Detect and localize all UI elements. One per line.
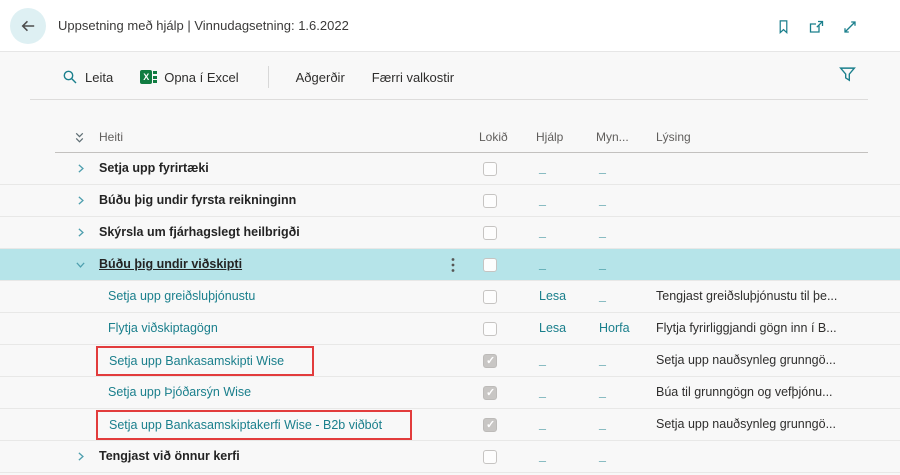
chevron-right-icon[interactable] xyxy=(74,449,87,464)
help-value: _ xyxy=(539,385,546,399)
video-value: _ xyxy=(599,161,606,175)
task-link[interactable]: Setja upp greiðsluþjónustu xyxy=(108,289,256,303)
group-row-name[interactable]: Tengjast við önnur kerfi xyxy=(99,449,240,463)
search-icon xyxy=(62,69,78,85)
table-row[interactable]: Setja upp greiðsluþjónustu Lesa _ Tengja… xyxy=(0,281,900,313)
description-cell: Tengjast greiðsluþjónustu til þe... xyxy=(656,289,838,303)
help-value: _ xyxy=(539,161,546,175)
column-header-name[interactable]: Heiti xyxy=(99,130,124,144)
chevron-right-icon[interactable] xyxy=(74,193,87,208)
help-link[interactable]: Lesa xyxy=(539,321,567,335)
done-checkbox xyxy=(483,418,497,432)
filter-funnel-icon xyxy=(839,66,856,83)
table-row[interactable]: Flytja viðskiptagögn Lesa Horfa Flytja f… xyxy=(0,313,900,345)
actions-label: Aðgerðir xyxy=(295,69,345,85)
table-row[interactable]: Skýrsla um fjárhagslegt heilbrigði _ _ xyxy=(0,217,900,249)
toolbar-divider xyxy=(267,66,269,88)
table-row[interactable]: Tengjast við önnur kerfi _ _ xyxy=(0,441,900,473)
bookmark-icon[interactable] xyxy=(776,19,791,35)
back-arrow-icon xyxy=(19,17,37,35)
video-value: _ xyxy=(599,385,606,399)
back-button[interactable] xyxy=(10,8,46,44)
description-cell: Setja upp nauðsynleg grunngö... xyxy=(656,417,836,431)
excel-label: Opna í Excel xyxy=(164,69,239,85)
table-row[interactable]: Setja upp Bankasamskiptakerfi Wise - B2b… xyxy=(0,409,900,441)
done-checkbox xyxy=(483,322,497,336)
help-link[interactable]: Lesa xyxy=(539,289,567,303)
chevron-right-icon[interactable] xyxy=(74,161,87,176)
excel-icon: X xyxy=(140,70,158,84)
done-checkbox xyxy=(483,162,497,176)
table-row[interactable]: Setja upp Þjóðarsýn Wise _ _ Búa til gru… xyxy=(0,377,900,409)
task-link[interactable]: Setja upp Bankasamskipti Wise xyxy=(96,346,315,376)
task-link[interactable]: Setja upp Þjóðarsýn Wise xyxy=(108,385,252,399)
task-link[interactable]: Setja upp Bankasamskiptakerfi Wise - B2b… xyxy=(96,410,413,440)
toolbar-separator-line xyxy=(30,99,868,100)
done-checkbox xyxy=(483,386,497,400)
chevron-down-icon[interactable] xyxy=(74,257,87,272)
video-value: _ xyxy=(599,289,606,303)
title-bar: Uppsetning með hjálp | Vinnudagsetning: … xyxy=(0,0,900,52)
description-cell: Setja upp nauðsynleg grunngö... xyxy=(656,353,836,367)
done-checkbox xyxy=(483,258,497,272)
column-header-description[interactable]: Lýsing xyxy=(656,130,691,144)
row-context-menu-icon[interactable] xyxy=(451,257,455,273)
expand-icon[interactable] xyxy=(842,19,858,35)
help-value: _ xyxy=(539,225,546,239)
chevron-right-icon[interactable] xyxy=(74,225,87,240)
video-value: _ xyxy=(599,193,606,207)
video-value: _ xyxy=(599,353,606,367)
open-in-new-window-icon[interactable] xyxy=(808,19,825,35)
group-row-name[interactable]: Skýrsla um fjárhagslegt heilbrigði xyxy=(99,225,300,239)
expand-all-icon[interactable] xyxy=(72,130,87,146)
done-checkbox xyxy=(483,226,497,240)
table-row-selected[interactable]: Búðu þig undir viðskipti _ _ xyxy=(0,249,900,281)
column-header-video[interactable]: Myn... xyxy=(596,130,629,144)
task-link[interactable]: Flytja viðskiptagögn xyxy=(108,321,218,335)
table-row[interactable]: Setja upp fyrirtæki _ _ xyxy=(0,153,900,185)
help-value: _ xyxy=(539,449,546,463)
help-value: _ xyxy=(539,257,546,271)
group-row-name[interactable]: Búðu þig undir viðskipti xyxy=(99,257,243,271)
video-value: _ xyxy=(599,449,606,463)
done-checkbox xyxy=(483,194,497,208)
help-value: _ xyxy=(539,353,546,367)
column-header-help[interactable]: Hjálp xyxy=(536,130,564,144)
filter-button[interactable] xyxy=(839,66,856,83)
table-header: Heiti Lokið Hjálp Myn... Lýsing xyxy=(0,125,900,153)
help-value: _ xyxy=(539,417,546,431)
help-value: _ xyxy=(539,193,546,207)
search-button[interactable]: Leita xyxy=(62,69,113,85)
fewer-options-button[interactable]: Færri valkostir xyxy=(372,70,454,85)
fewer-options-label: Færri valkostir xyxy=(371,69,455,85)
description-cell: Flytja fyrirliggjandi gögn inn í B... xyxy=(656,321,837,335)
actions-menu-button[interactable]: Aðgerðir xyxy=(296,70,345,85)
table-header-border xyxy=(55,152,868,153)
video-value: _ xyxy=(599,225,606,239)
description-cell: Búa til grunngögn og vefþjónu... xyxy=(656,385,833,399)
done-checkbox xyxy=(483,354,497,368)
table-row[interactable]: Setja upp Bankasamskipti Wise _ _ Setja … xyxy=(0,345,900,377)
video-link[interactable]: Horfa xyxy=(599,321,630,335)
column-header-done[interactable]: Lokið xyxy=(479,130,508,144)
page-title: Uppsetning með hjálp | Vinnudagsetning: … xyxy=(58,18,349,33)
done-checkbox xyxy=(483,290,497,304)
action-toolbar: Leita X Opna í Excel Aðgerðir Færri valk… xyxy=(62,64,481,90)
video-value: _ xyxy=(599,257,606,271)
video-value: _ xyxy=(599,417,606,431)
search-label: Leita xyxy=(85,69,114,85)
group-row-name[interactable]: Búðu þig undir fyrsta reikninginn xyxy=(99,193,297,207)
open-in-excel-button[interactable]: X Opna í Excel xyxy=(140,69,239,85)
group-row-name[interactable]: Setja upp fyrirtæki xyxy=(99,161,209,175)
table-row[interactable]: Búðu þig undir fyrsta reikninginn _ _ xyxy=(0,185,900,217)
done-checkbox xyxy=(483,450,497,464)
